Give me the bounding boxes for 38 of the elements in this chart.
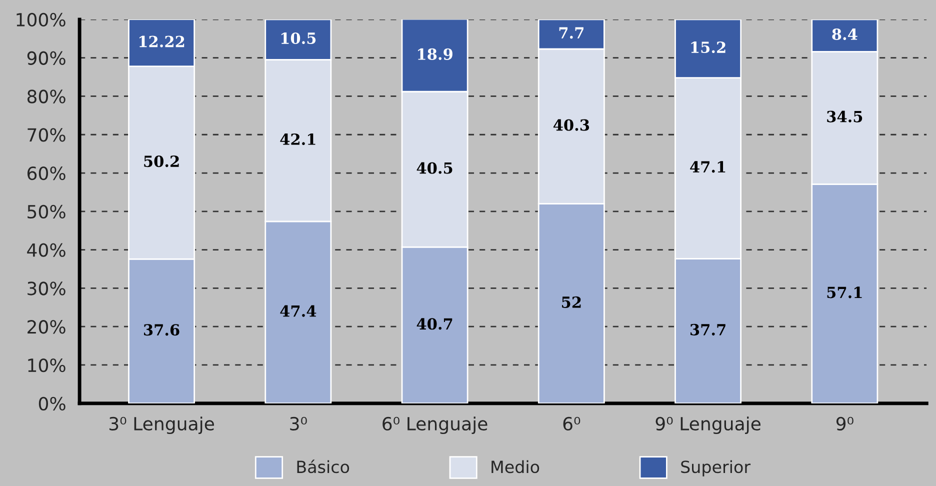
y-tick-label: 10% xyxy=(28,358,66,372)
y-tick-label: 60% xyxy=(27,166,66,180)
y-tick-label: 70% xyxy=(28,128,66,142)
data-label: 47.4 xyxy=(280,305,316,317)
y-tick-label: 50% xyxy=(28,204,66,219)
data-label: 7.7 xyxy=(559,27,584,39)
x-tick-label: 3⁰ Lenguaje xyxy=(109,416,214,434)
y-tick-label: 80% xyxy=(27,90,66,104)
y-tick-label: 40% xyxy=(27,243,66,257)
data-label: 40.3 xyxy=(553,119,590,131)
y-tick-label: 100% xyxy=(16,12,66,27)
data-label: 42.1 xyxy=(280,133,316,146)
data-label: 57.1 xyxy=(827,286,862,298)
legend-label: Superior xyxy=(681,460,751,476)
y-tick-label: 30% xyxy=(28,282,66,296)
y-tick-label: 90% xyxy=(27,51,66,65)
data-label: 37.7 xyxy=(690,324,726,336)
x-tick-label: 9⁰ Lenguaje xyxy=(656,416,761,434)
data-label: 18.9 xyxy=(418,48,452,60)
y-tick-label: 20% xyxy=(28,320,66,334)
data-label: 37.6 xyxy=(144,324,180,336)
x-tick-label: 9⁰ xyxy=(836,416,854,431)
data-label: 40.7 xyxy=(416,318,452,330)
data-label: 10.5 xyxy=(281,32,316,44)
data-label: 40.5 xyxy=(416,162,452,174)
x-tick-label: 6⁰ xyxy=(563,416,580,431)
legend-label: Básico xyxy=(297,460,350,474)
x-tick-label: 6⁰ Lenguaje xyxy=(382,416,488,434)
y-tick-label: 0% xyxy=(38,396,66,410)
data-label: 52 xyxy=(562,296,581,308)
data-label: 47.1 xyxy=(690,161,726,173)
data-label: 50.2 xyxy=(144,156,179,168)
data-label: 8.4 xyxy=(832,28,858,40)
x-tick-label: 3⁰ xyxy=(290,416,307,431)
data-label: 12.22 xyxy=(139,36,184,48)
data-label: 34.5 xyxy=(827,110,862,122)
data-label: 15.2 xyxy=(691,41,726,54)
legend-label: Medio xyxy=(492,460,540,474)
